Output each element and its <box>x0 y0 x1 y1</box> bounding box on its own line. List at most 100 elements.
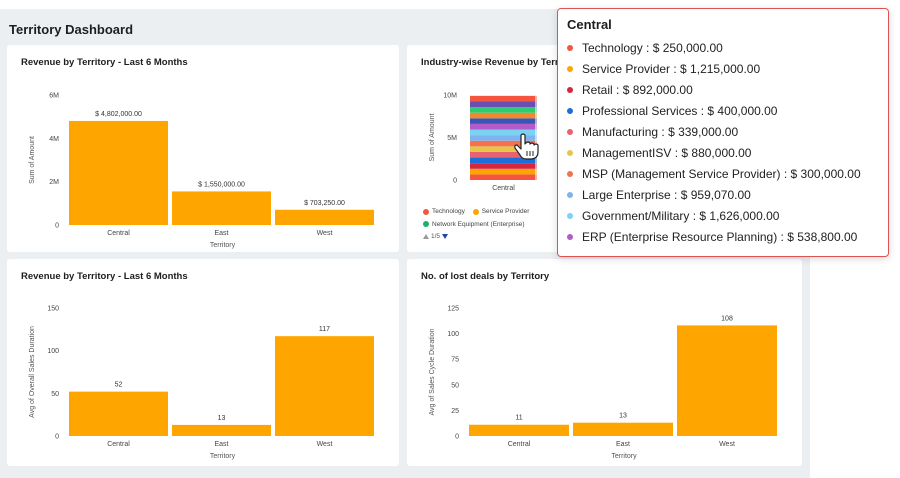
x-tick-label: East <box>214 230 228 237</box>
chart-tooltip: Central Technology : $ 250,000.00 Service… <box>557 8 889 257</box>
bar[interactable] <box>677 325 777 436</box>
y-tick-label: 25 <box>451 408 459 415</box>
tooltip-series-value: $ 892,000.00 <box>622 82 693 97</box>
stack-segment[interactable] <box>470 123 537 130</box>
stack-segment[interactable] <box>470 157 537 164</box>
legend-item[interactable]: Technology <box>423 206 465 217</box>
tooltip-row: ManagementISV : $ 880,000.00 <box>567 142 879 163</box>
tooltip-row: Manufacturing : $ 339,000.00 <box>567 121 879 142</box>
chart-legend: Technology Service Provider Network Equi… <box>423 206 535 243</box>
lost-deals-bar-chart[interactable]: 0 25 50 75 100 125 11 Central 13 East 108 West Terri… <box>407 259 802 466</box>
page-up-icon[interactable] <box>423 234 429 239</box>
y-axis-title: Sum of Amount <box>29 136 36 184</box>
bar-data-label: 13 <box>218 415 226 422</box>
page-down-icon[interactable] <box>442 234 449 239</box>
stack-segment[interactable] <box>470 135 537 141</box>
stack-segment[interactable] <box>470 95 537 102</box>
bar[interactable] <box>573 422 673 436</box>
stack-segment[interactable] <box>470 101 537 108</box>
tooltip-separator: : <box>689 208 700 223</box>
series-dot <box>567 128 573 135</box>
series-dot <box>567 107 573 114</box>
legend-pager: 1/5 <box>423 231 449 242</box>
series-dot <box>567 86 573 93</box>
legend-item[interactable]: Service Provider <box>472 206 529 217</box>
series-dot <box>567 233 573 240</box>
x-tick-label: Central <box>492 185 515 192</box>
tooltip-row: Government/Military : $ 1,626,000.00 <box>567 205 879 226</box>
stack-segment[interactable] <box>470 112 537 119</box>
y-tick-label: 0 <box>453 178 457 185</box>
chart-card-sales-duration[interactable]: Revenue by Territory - Last 6 Months 0 50… <box>7 259 399 466</box>
y-tick-label: 100 <box>47 348 59 355</box>
industry-stacked-chart[interactable]: 0 5M 10M Central Sum of Amount <box>407 45 802 252</box>
bar-data-label: $ 703,250.00 <box>304 200 345 207</box>
tooltip-rows: Technology : $ 250,000.00 Service Provide… <box>567 37 879 247</box>
legend-dot <box>423 208 429 215</box>
stack-segment[interactable] <box>470 146 537 152</box>
series-dot <box>567 170 573 177</box>
y-tick-label: 2M <box>49 179 59 186</box>
tooltip-row: ERP (Enterprise Resource Planning) : $ 5… <box>567 226 879 247</box>
tooltip-series-value: $ 1,626,000.00 <box>699 208 780 223</box>
tooltip-separator: : <box>780 166 791 181</box>
stack-segment[interactable] <box>470 129 537 136</box>
stack-segment[interactable] <box>470 168 537 175</box>
bar[interactable] <box>69 120 168 225</box>
y-tick-label: 0 <box>55 434 59 441</box>
y-tick-label: 150 <box>47 306 59 313</box>
x-axis-title: Territory <box>210 242 236 249</box>
bar-data-label: 117 <box>319 326 330 333</box>
chart-card-revenue-territory[interactable]: Revenue by Territory - Last 6 Months 0 2M… <box>7 45 399 252</box>
tooltip-separator: : <box>670 187 681 202</box>
series-dot <box>567 44 573 51</box>
y-tick-label: 50 <box>51 391 59 398</box>
tooltip-series-value: $ 538,800.00 <box>787 229 858 244</box>
tooltip-separator: : <box>612 82 623 97</box>
y-tick-label: 0 <box>55 223 59 230</box>
y-tick-label: 5M <box>447 135 457 142</box>
legend-dot <box>423 221 429 227</box>
tooltip-series-name: Professional Services <box>582 103 698 118</box>
x-tick-label: West <box>317 441 333 448</box>
chart-card-lost-deals[interactable]: No. of lost deals by Territory 0 25 50 75 10… <box>407 259 802 466</box>
y-tick-label: 6M <box>49 93 59 100</box>
tooltip-separator: : <box>777 229 788 244</box>
series-dot <box>567 191 573 198</box>
revenue-bar-chart[interactable]: 0 2M 4M 6M $ 4,802,000.00 Central $ 1,550,000.… <box>7 45 399 252</box>
y-tick-label: 4M <box>49 136 59 143</box>
tooltip-series-name: Retail <box>582 82 613 97</box>
x-tick-label: East <box>616 441 630 448</box>
sales-duration-bar-chart[interactable]: 0 50 100 150 52 Central 13 East 117 West Territory… <box>7 259 399 466</box>
bar[interactable] <box>172 191 271 225</box>
bar[interactable] <box>275 336 374 436</box>
hover-highlight <box>535 85 557 180</box>
chart-title: Industry-wise Revenue by Territ <box>421 57 565 68</box>
stack-segment[interactable] <box>470 118 537 124</box>
x-axis-title: Territory <box>611 453 637 460</box>
legend-item[interactable]: Network Equipment (Enterprise) <box>423 219 524 230</box>
stack-segment[interactable] <box>470 174 537 180</box>
stack-segment[interactable] <box>470 140 537 147</box>
x-axis-title: Territory <box>210 453 236 460</box>
bar-data-label: $ 1,550,000.00 <box>198 181 245 188</box>
tooltip-series-value: $ 339,000.00 <box>668 124 739 139</box>
tooltip-row: MSP (Management Service Provider) : $ 30… <box>567 163 879 184</box>
tooltip-series-name: ManagementISV <box>582 145 672 160</box>
stack-segment[interactable] <box>470 107 537 113</box>
bar[interactable] <box>69 391 168 436</box>
tooltip-row: Technology : $ 250,000.00 <box>567 37 879 58</box>
bar[interactable] <box>172 424 271 436</box>
stack-segment[interactable] <box>470 163 537 169</box>
bar[interactable] <box>275 209 374 225</box>
tooltip-series-value: $ 1,215,000.00 <box>680 61 761 76</box>
tooltip-series-value: $ 250,000.00 <box>652 40 723 55</box>
bar-data-label: $ 4,802,000.00 <box>95 111 142 118</box>
stack-segment[interactable] <box>470 151 537 158</box>
tooltip-series-name: Service Provider <box>582 61 671 76</box>
bar[interactable] <box>469 424 569 436</box>
legend-label: Technology <box>432 208 465 215</box>
y-tick-label: 0 <box>455 434 459 441</box>
tooltip-series-name: Manufacturing <box>582 124 659 139</box>
legend-label: Network Equipment (Enterprise) <box>432 220 525 228</box>
